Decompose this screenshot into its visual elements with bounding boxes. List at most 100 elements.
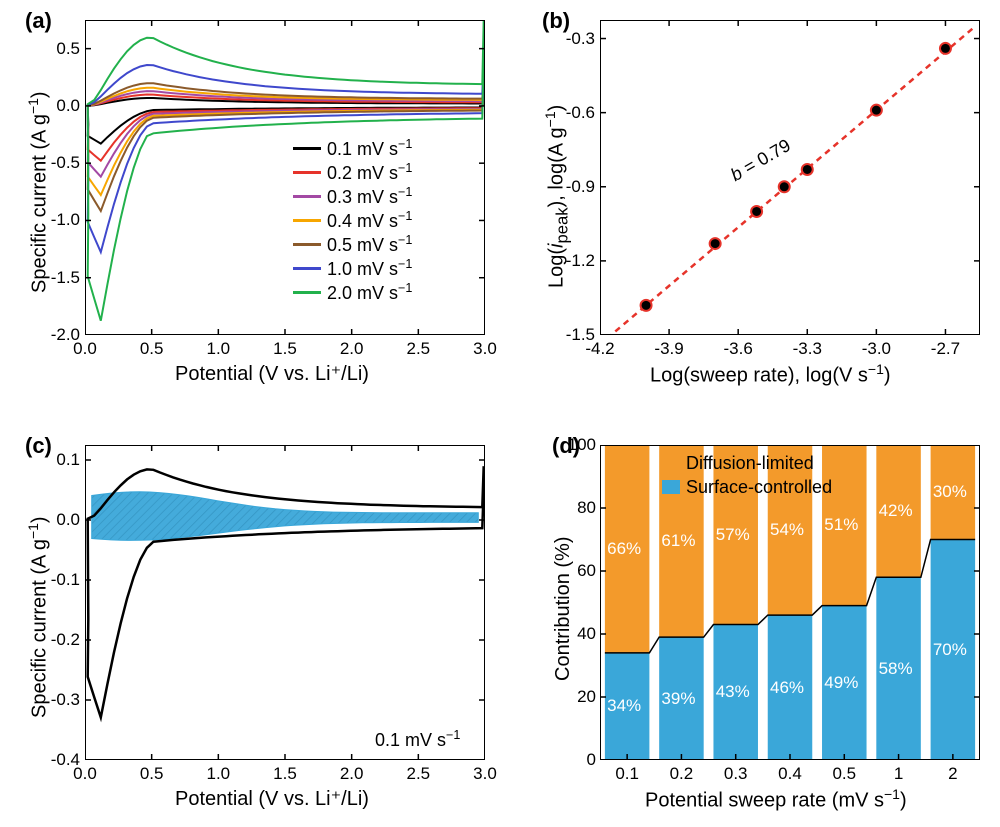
panel-b: [600, 20, 980, 335]
x-tick-label: 0.5: [132, 339, 172, 359]
data-point: [802, 164, 813, 175]
x-tick-label: 0.5: [132, 764, 172, 784]
bar-pct-surface: 39%: [661, 689, 695, 709]
bar-pct-diffusion: 57%: [716, 525, 750, 545]
bar-pct-diffusion: 30%: [933, 482, 967, 502]
x-tick-label: -3.3: [787, 339, 827, 359]
data-point: [641, 300, 652, 311]
x-tick-label: 0.4: [772, 764, 808, 784]
panel-label-b: (b): [542, 8, 570, 34]
y-tick-label: 80: [558, 498, 596, 518]
legend-text: 1.0 mV s−1: [327, 257, 412, 280]
legend-d: Diffusion-limited Surface-controlled: [662, 451, 832, 499]
legend-item: Surface-controlled: [662, 475, 832, 499]
bar-pct-diffusion: 51%: [824, 515, 858, 535]
bar-pct-surface: 43%: [716, 682, 750, 702]
x-tick-label: 2: [935, 764, 971, 784]
x-tick-label: 2.5: [398, 339, 438, 359]
y-axis-title: Specific current (A g−1): [25, 91, 52, 293]
legend-item: 0.4 mV s−1: [293, 209, 412, 233]
bar-pct-diffusion: 54%: [770, 520, 804, 540]
x-tick-label: -3.9: [649, 339, 689, 359]
x-tick-label: 1.0: [198, 764, 238, 784]
cv-curve: [88, 57, 484, 252]
legend-item: 2.0 mV s−1: [293, 281, 412, 305]
figure-root: 0.00.51.01.52.02.53.0-2.0-1.5-1.0-0.50.0…: [0, 0, 1000, 827]
x-tick-label: 0.3: [718, 764, 754, 784]
fit-line: [607, 28, 973, 335]
legend-swatch: [293, 219, 321, 222]
x-axis-title: Potential sweep rate (mV s−1): [645, 786, 907, 813]
panel-a: [85, 20, 485, 335]
legend-text: 0.5 mV s−1: [327, 233, 412, 256]
x-tick-label: -3.6: [718, 339, 758, 359]
x-tick-label: 1: [881, 764, 917, 784]
legend-item: 0.1 mV s−1: [293, 137, 412, 161]
x-tick-label: 1.0: [198, 339, 238, 359]
legend-swatch: [662, 480, 680, 494]
legend-swatch: [293, 267, 321, 270]
legend-item: 1.0 mV s−1: [293, 257, 412, 281]
data-point: [871, 105, 882, 116]
bar-pct-surface: 46%: [770, 678, 804, 698]
data-point: [710, 238, 721, 249]
panel-label-d: (d): [552, 433, 580, 459]
bar-pct-surface: 34%: [607, 696, 641, 716]
legend-text: 0.2 mV s−1: [327, 161, 412, 184]
legend-swatch: [293, 147, 321, 150]
legend-swatch: [293, 243, 321, 246]
x-tick-label: 2.0: [332, 339, 372, 359]
y-axis-title: Log(ipeak), log(A g−1): [542, 104, 573, 287]
y-tick-label: -0.4: [35, 750, 80, 770]
x-axis-title: Potential (V vs. Li⁺/Li): [175, 361, 369, 386]
legend-text: 2.0 mV s−1: [327, 281, 412, 304]
panel-label-c: (c): [25, 433, 52, 459]
bar-pct-diffusion: 42%: [879, 501, 913, 521]
x-tick-label: 2.5: [398, 764, 438, 784]
y-axis-title: Specific current (A g−1): [25, 516, 52, 718]
data-point: [940, 43, 951, 54]
x-tick-label: 0.2: [663, 764, 699, 784]
legend-item: Diffusion-limited: [662, 451, 832, 475]
x-tick-label: 1.5: [265, 339, 305, 359]
x-tick-label: 2.0: [332, 764, 372, 784]
legend-text: 0.3 mV s−1: [327, 185, 412, 208]
x-tick-label: 3.0: [465, 764, 505, 784]
bar-pct-surface: 49%: [824, 673, 858, 693]
x-tick-label: 0.5: [826, 764, 862, 784]
y-tick-label: 20: [558, 687, 596, 707]
legend-text: 0.1 mV s−1: [327, 137, 412, 160]
x-axis-title: Log(sweep rate), log(V s−1): [650, 361, 891, 388]
bar-pct-diffusion: 66%: [607, 539, 641, 559]
bar-pct-diffusion: 61%: [661, 531, 695, 551]
x-tick-label: -3.0: [856, 339, 896, 359]
x-tick-label: 0.1: [609, 764, 645, 784]
legend-text: Surface-controlled: [686, 477, 832, 498]
legend-swatch: [293, 195, 321, 198]
legend-swatch: [293, 291, 321, 294]
legend-swatch: [293, 171, 321, 174]
legend-text: Diffusion-limited: [686, 453, 814, 474]
legend-item: 0.5 mV s−1: [293, 233, 412, 257]
y-tick-label: -2.0: [35, 325, 80, 345]
panel-c: [85, 445, 485, 760]
legend-text: 0.4 mV s−1: [327, 209, 412, 232]
x-axis-title: Potential (V vs. Li⁺/Li): [175, 786, 369, 811]
scan-rate-annotation: 0.1 mV s−1: [375, 728, 460, 751]
x-tick-label: -2.7: [925, 339, 965, 359]
legend-a: 0.1 mV s−10.2 mV s−10.3 mV s−10.4 mV s−1…: [293, 137, 412, 305]
legend-item: 0.3 mV s−1: [293, 185, 412, 209]
x-tick-label: 1.5: [265, 764, 305, 784]
data-point: [779, 181, 790, 192]
panel-label-a: (a): [25, 8, 52, 34]
y-tick-label: 0: [558, 750, 596, 770]
data-point: [751, 206, 762, 217]
y-tick-label: 0.5: [35, 39, 80, 59]
legend-swatch: [662, 456, 680, 470]
legend-item: 0.2 mV s−1: [293, 161, 412, 185]
bar-pct-surface: 70%: [933, 640, 967, 660]
bar-pct-surface: 58%: [879, 659, 913, 679]
y-tick-label: -1.5: [550, 325, 595, 345]
y-axis-title: Contribution (%): [552, 536, 575, 681]
x-tick-label: 3.0: [465, 339, 505, 359]
